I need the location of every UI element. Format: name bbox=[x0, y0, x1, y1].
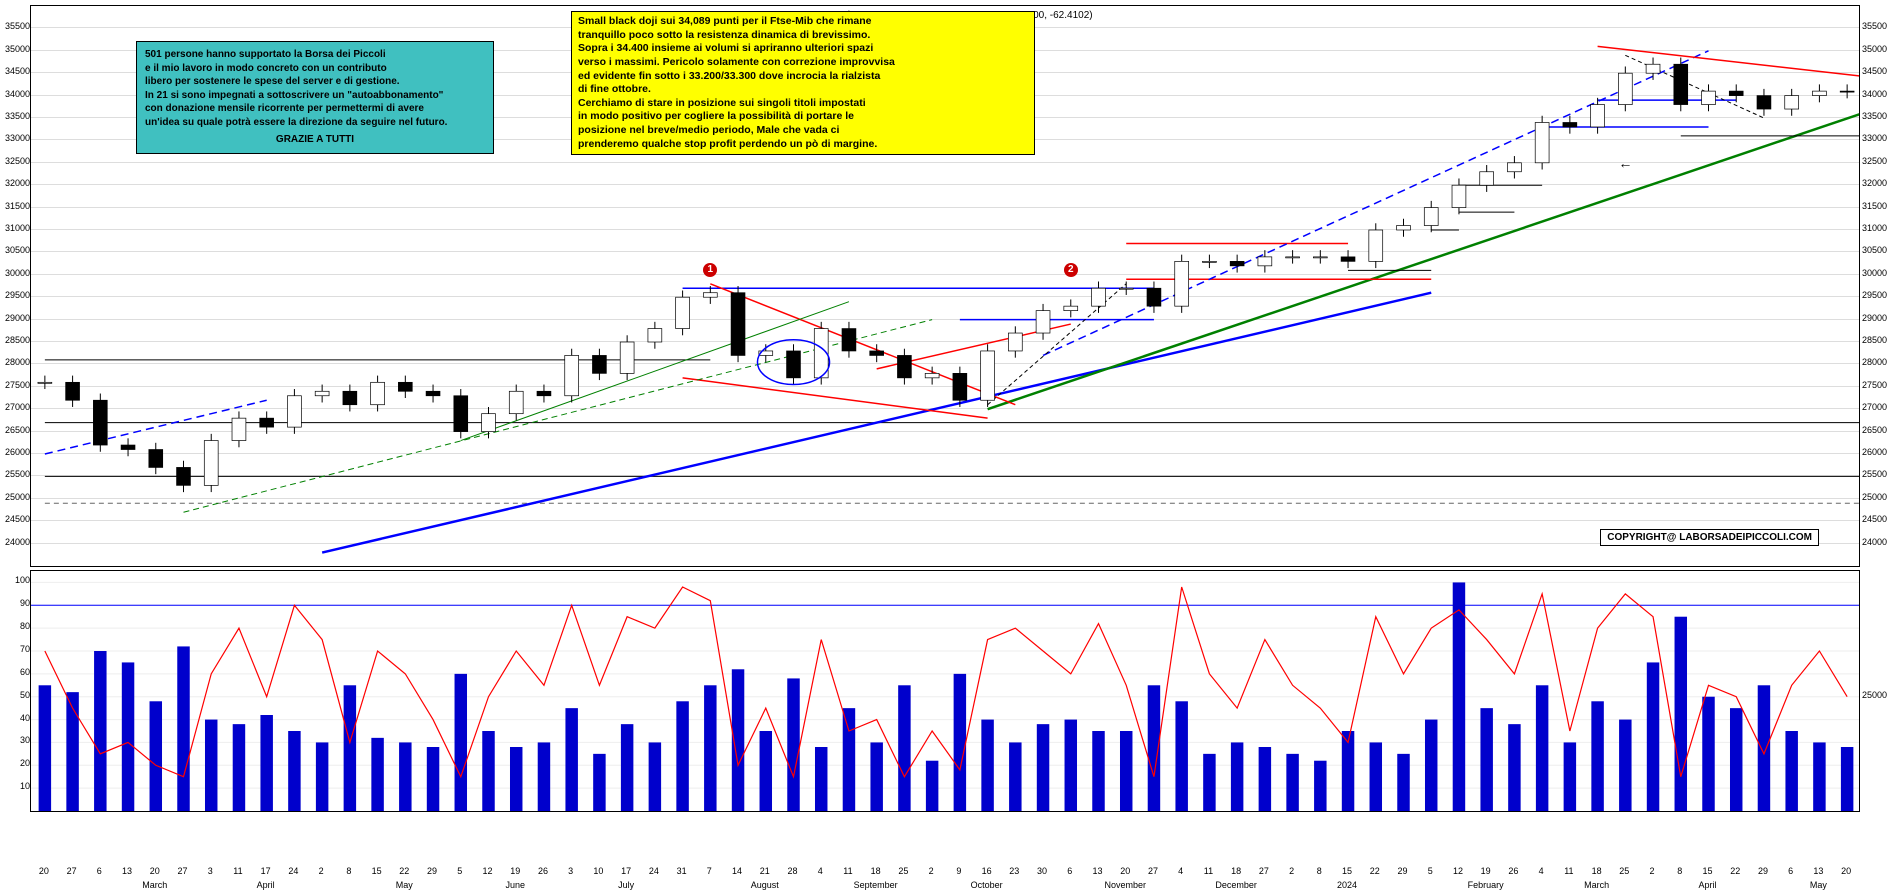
oscillator-svg bbox=[31, 571, 1859, 811]
osc-y-axis-right: 25000 bbox=[1860, 570, 1890, 810]
oscillator-chart[interactable] bbox=[30, 570, 1860, 812]
chart-wrap: 2400024500250002550026000265002700027500… bbox=[0, 0, 1890, 895]
copyright-badge: COPYRIGHT@ LABORSADEIPICCOLI.COM bbox=[1600, 529, 1819, 546]
teal-footer: GRAZIE A TUTTI bbox=[145, 133, 485, 147]
info-box-yellow: Small black doji sui 34,089 punti per il… bbox=[571, 11, 1035, 155]
price-y-axis-right: 2400024500250002550026000265002700027500… bbox=[1860, 5, 1890, 565]
info-box-teal: 501 persone hanno supportato la Borsa de… bbox=[136, 41, 494, 154]
chart-marker: 1 bbox=[703, 263, 717, 277]
x-axis: 2027613202731117242815222951219263101724… bbox=[30, 810, 1860, 890]
osc-y-axis-left: 102030405060708090100 bbox=[0, 570, 30, 810]
arrow-icon: ← bbox=[1618, 155, 1632, 171]
chart-marker: 2 bbox=[1064, 263, 1078, 277]
price-chart[interactable]: FTSE MIB (34,155.00, 34,227.00, 34,057.0… bbox=[30, 5, 1860, 567]
price-y-axis-left: 2400024500250002550026000265002700027500… bbox=[0, 5, 30, 565]
